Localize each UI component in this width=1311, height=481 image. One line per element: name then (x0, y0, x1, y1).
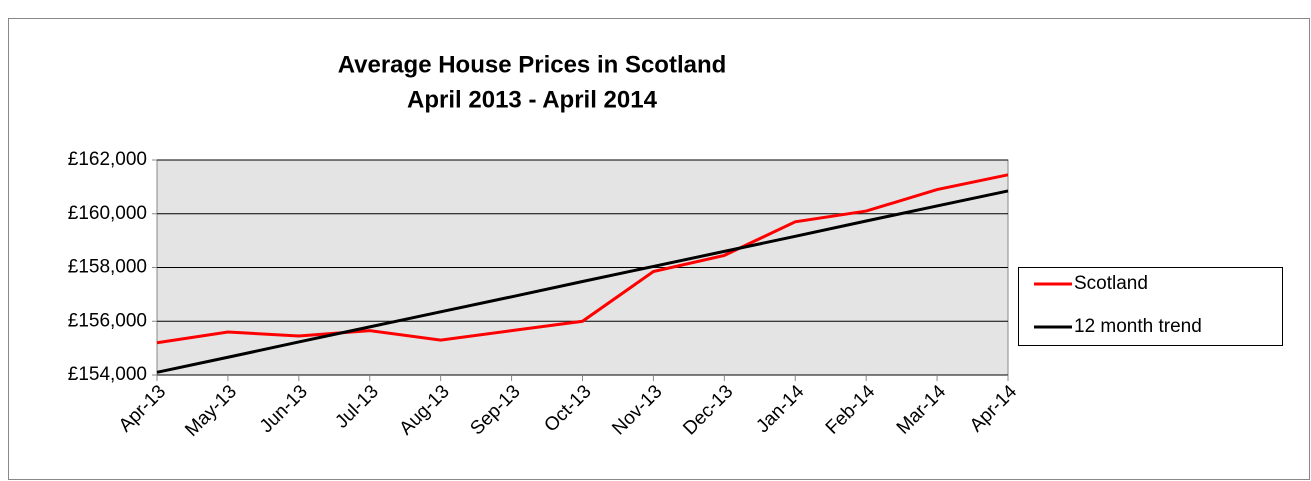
y-tick-label: £160,000 (68, 203, 147, 224)
chart-title: Average House Prices in Scotland (338, 51, 727, 78)
legend-label: 12 month trend (1074, 316, 1202, 337)
chart-subtitle: April 2013 - April 2014 (407, 86, 658, 113)
legend-label: Scotland (1074, 273, 1148, 294)
y-tick-label: £156,000 (68, 310, 147, 331)
y-tick-label: £154,000 (68, 364, 147, 385)
series-line (156, 189, 1009, 374)
legend-box (1018, 267, 1283, 346)
y-tick-label: £162,000 (68, 149, 147, 170)
series-line (156, 173, 1009, 345)
y-tick-label: £158,000 (68, 257, 147, 278)
